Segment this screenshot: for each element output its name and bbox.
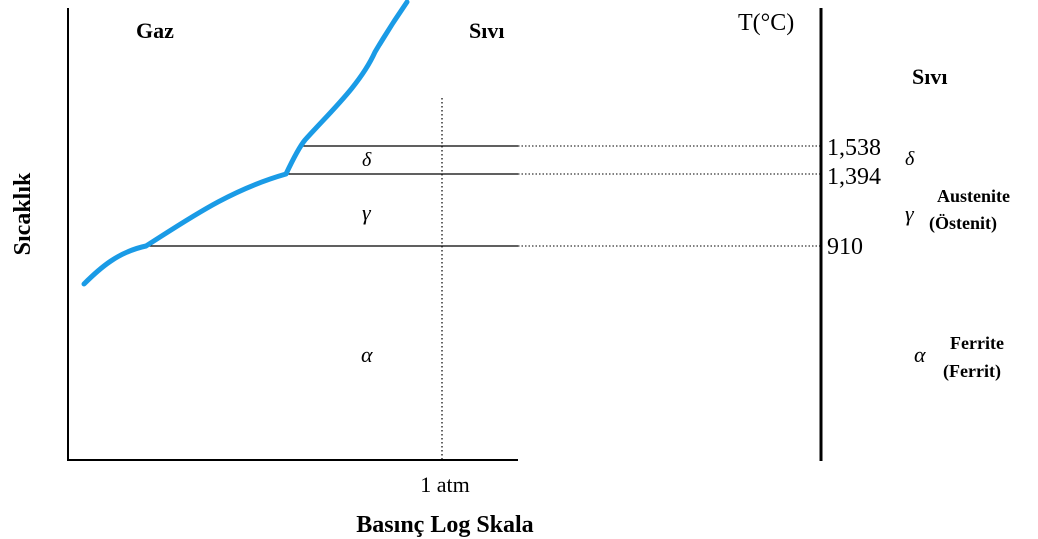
alpha-region-label: α	[361, 342, 373, 367]
phase-gamma-name: Austenite	[937, 186, 1010, 206]
temperature-axis-title: T(°C)	[738, 10, 794, 36]
gamma-region-label: γ	[362, 200, 372, 225]
phase-delta-symbol: δ	[905, 148, 915, 170]
y-axis-label: Sıcaklık	[10, 172, 36, 255]
phase-gamma-symbol: γ	[905, 201, 915, 226]
phase-alpha-symbol: α	[914, 342, 926, 367]
liquid-region-label: Sıvı	[469, 18, 504, 43]
x-axis-label: Basınç Log Skala	[356, 512, 533, 538]
temperature-tick-1538: 1,538	[827, 135, 881, 161]
gas-boundary-curve	[81, 0, 410, 287]
phase-alpha-name: Ferrite	[950, 333, 1004, 353]
temperature-tick-910: 910	[827, 234, 863, 260]
phase-gamma-name-tr: (Östenit)	[929, 213, 997, 234]
gas-region-label: Gaz	[136, 18, 174, 43]
phase-liquid-label: Sıvı	[912, 64, 947, 89]
temperature-tick-1394: 1,394	[827, 164, 881, 190]
delta-region-label: δ	[362, 149, 372, 171]
phase-alpha-name-tr: (Ferrit)	[943, 361, 1001, 382]
one-atm-tick-label: 1 atm	[420, 472, 470, 497]
